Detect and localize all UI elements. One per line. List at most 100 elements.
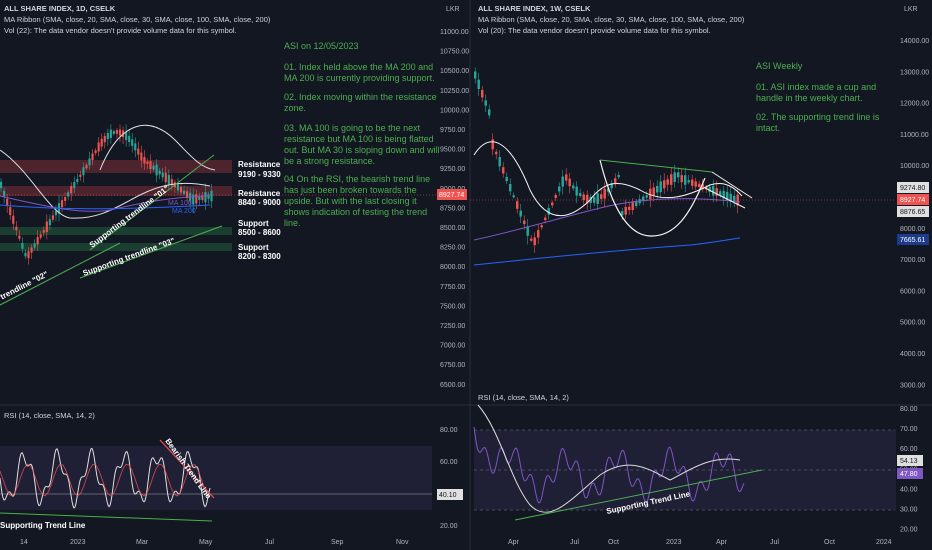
left-candle-body [109, 129, 112, 139]
right-price-tick: 8000.00 [900, 226, 925, 233]
right-price-axis[interactable]: 14000.00 13000.00 12000.00 11000.00 10000.00… [900, 38, 929, 389]
left-candle-body [67, 192, 70, 197]
right-time-axis[interactable]: Apr Jul Oct 2023 Apr Jul Oct 2024 [508, 539, 892, 546]
right-price-tick: 4000.00 [900, 351, 925, 358]
left-candle-body [82, 167, 85, 176]
left-notes: ASI on 12/05/2023 01. Index held above t… [284, 41, 440, 228]
left-candle-body [118, 129, 122, 136]
weekly-note-2-line-1: 02. The supporting trend line is [756, 112, 880, 122]
left-candle-body [179, 186, 183, 193]
left-candle-body [204, 192, 207, 203]
right-candle-body [652, 187, 655, 196]
left-time-axis[interactable]: 14 2023 Mar May Jul Sep Nov [20, 539, 409, 546]
left-candle-body [97, 142, 100, 152]
right-candle-body [684, 175, 687, 185]
right-candle-body [687, 180, 690, 183]
right-candle-body [565, 174, 568, 181]
right-rsi-title: RSI (14, close, SMA, 14, 2) [478, 393, 569, 402]
left-candle-body [73, 182, 76, 189]
left-vol-note: Vol (22): The data vendor doesn't provid… [4, 26, 237, 35]
note-2-line-1: 02. Index moving within the resistance [284, 92, 437, 102]
left-price-tick: 8250.00 [440, 245, 465, 252]
left-time-tick: 2023 [70, 539, 86, 546]
left-price-pane[interactable] [0, 124, 440, 306]
right-candle-body [582, 194, 585, 201]
right-rsi-badge-1: 54.13 [900, 458, 918, 465]
left-price-tick: 10250.00 [440, 88, 469, 95]
right-candle-body [600, 194, 603, 199]
resistance-zone-1 [0, 160, 232, 173]
handle-lower-line [704, 187, 746, 209]
weekly-note-1-line-2: handle in the weekly chart. [756, 93, 863, 103]
left-rsi-title: RSI (14, close, SMA, 14, 2) [4, 411, 95, 420]
right-candle-body [607, 188, 610, 192]
left-candle-body [137, 148, 140, 155]
right-candle-body [551, 202, 554, 206]
left-candle-body [0, 181, 3, 189]
zone-range-3: 8500 - 8600 [238, 228, 281, 237]
ma-200-label: MA 200 [172, 208, 196, 215]
right-badge-1: 9274.80 [900, 185, 925, 192]
left-rsi-support-line [0, 512, 213, 522]
supporting-trendline-03 [79, 225, 223, 279]
left-price-tick: 10750.00 [440, 49, 469, 56]
left-candle-body [3, 190, 6, 197]
right-candle-body [610, 183, 613, 189]
right-candle-body [603, 188, 606, 199]
right-price-tick: 11000.00 [900, 132, 929, 139]
right-candle-body [495, 151, 498, 155]
right-candle-body [554, 194, 557, 198]
left-candle-body [12, 215, 15, 224]
right-candle-body [533, 237, 536, 246]
zone-label-3: Support [238, 219, 269, 228]
left-price-tick: 11000.00 [440, 29, 469, 36]
left-candle-body [186, 191, 189, 199]
left-candle-body [36, 237, 39, 245]
left-rsi-badge: 40.10 [439, 492, 457, 499]
left-candle-body [54, 210, 58, 216]
right-price-tick: 6000.00 [900, 288, 925, 295]
left-price-tick: 8000.00 [440, 264, 465, 271]
right-rsi-tick: 80.00 [900, 406, 918, 413]
left-candle-body [85, 164, 88, 169]
note-2-line-2: zone. [284, 103, 306, 113]
right-candle-body [614, 178, 617, 184]
right-price-tick: 5000.00 [900, 320, 925, 327]
zone-label-4: Support [238, 243, 269, 252]
left-price-tick: 7250.00 [440, 323, 465, 330]
right-badge-2: 8927.74 [900, 197, 925, 204]
ma-200-line [0, 204, 211, 210]
right-candle-body [512, 195, 515, 198]
right-price-pane[interactable] [470, 67, 895, 266]
note-4-line-5: line. [284, 218, 301, 228]
left-candles [0, 124, 213, 265]
right-candle-body [645, 195, 648, 198]
right-candle-body [621, 211, 624, 216]
right-candle-body [705, 186, 708, 190]
right-time-tick: Jul [570, 539, 579, 546]
left-candle-body [112, 131, 115, 134]
left-rsi-pane[interactable] [0, 439, 432, 522]
supporting-trendline-01 [89, 154, 215, 251]
left-candle-body [167, 174, 170, 185]
note-1-line-2: MA 200 is currently providing support. [284, 73, 435, 83]
right-price-tick: 10000.00 [900, 163, 929, 170]
right-candle-body [649, 188, 652, 200]
left-candle-body [152, 165, 155, 170]
left-candle-body [161, 172, 164, 178]
right-candle-body [694, 181, 697, 187]
cup-curve [599, 159, 706, 237]
supporting-trendline-02 [0, 242, 121, 306]
left-price-axis[interactable]: 11000.00 10750.00 10500.00 10250.00 10000.00… [440, 29, 469, 389]
left-time-tick: Sep [331, 539, 344, 546]
left-candle-body [201, 195, 204, 200]
left-candle-body [79, 174, 82, 177]
left-candle-body [183, 190, 186, 194]
right-rsi-pane[interactable] [473, 404, 896, 521]
left-price-badge: 8927.74 [439, 192, 464, 199]
right-rsi-tick: 70.00 [900, 426, 918, 433]
zone-range-1: 9190 - 9330 [238, 170, 281, 179]
left-currency-label: LKR [446, 6, 460, 13]
right-candle-body [729, 193, 732, 201]
